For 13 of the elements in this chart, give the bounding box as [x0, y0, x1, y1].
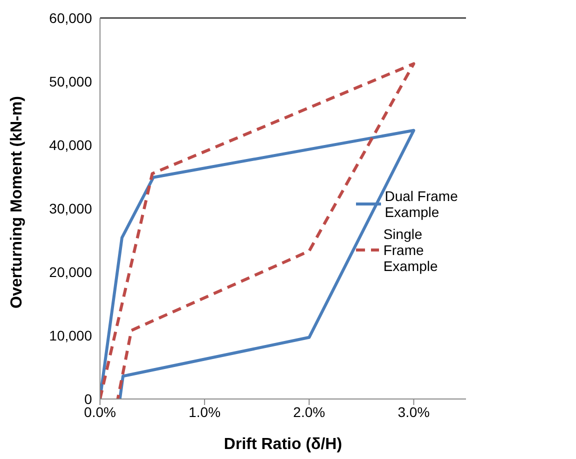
y-tick-label: 20,000	[49, 264, 92, 280]
x-axis-title: Drift Ratio (δ/H)	[224, 436, 342, 453]
y-tick-label: 60,000	[49, 10, 92, 26]
y-tick-label: 30,000	[49, 200, 92, 216]
series-label: Dual Frame Example	[384, 188, 459, 220]
x-tick-label: 1.0%	[188, 404, 221, 420]
y-axis-title: Overturning Moment (kN-m)	[8, 96, 26, 308]
y-tick-label: 40,000	[49, 136, 92, 153]
x-tick-label: 2.0%	[293, 404, 326, 420]
y-tick-label: 50,000	[49, 73, 92, 90]
text: Single Frame Example	[383, 226, 439, 274]
x-tick-label: 3.0%	[398, 404, 430, 420]
y-tick-label: 10,000	[49, 327, 92, 344]
